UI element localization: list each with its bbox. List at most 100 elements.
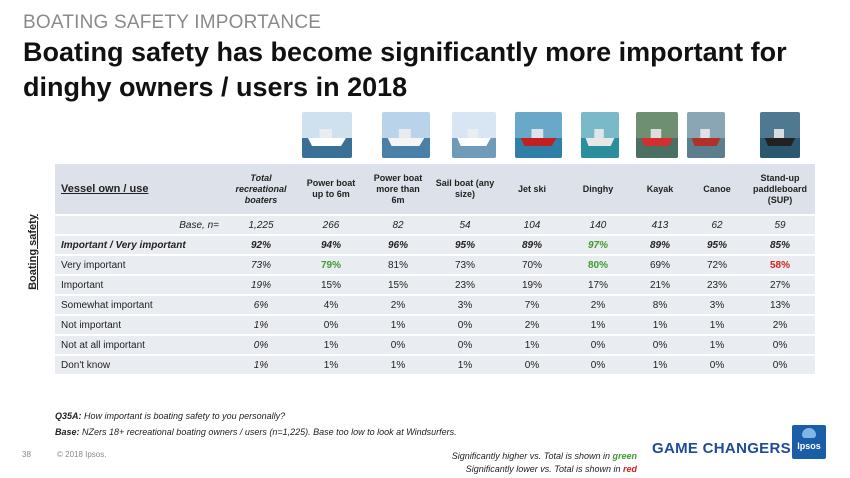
game-changers-tagline: GAME CHANGERS — [652, 440, 791, 457]
table-cell: 81% — [387, 259, 408, 271]
table-cell: 140 — [589, 219, 607, 231]
column-header: Power boat more than 6m — [365, 164, 431, 214]
table-cell: 0% — [390, 339, 406, 351]
column-header: Sail boat (any size) — [431, 164, 499, 214]
table-cell: 0% — [652, 339, 668, 351]
table-cell: 0% — [457, 319, 473, 331]
row-label: Base, n= — [179, 219, 219, 231]
column-header: Stand-up paddleboard (SUP) — [745, 164, 815, 214]
row-label: Don't know — [61, 359, 111, 371]
table-cell: 69% — [649, 259, 670, 271]
results-table: Vessel own / use Total recreational boate… — [55, 162, 815, 376]
table-cell: 85% — [769, 239, 790, 251]
table-cell: 0% — [772, 359, 788, 371]
table-cell: 21% — [649, 279, 670, 291]
table-cell: 79% — [320, 259, 341, 271]
table-cell: 0% — [323, 319, 339, 331]
table-row: Important / Very important 92% 94% 96% 95% 89… — [55, 236, 815, 254]
table-row: Base, n= 1,225 266 82 54 104 140 413 62 59 — [55, 216, 815, 234]
table-cell: 95% — [706, 239, 727, 251]
table-cell: 266 — [322, 219, 340, 231]
table-cell: 0% — [709, 359, 725, 371]
table-cell: 89% — [649, 239, 670, 251]
table-cell: 0% — [457, 339, 473, 351]
sup-photo — [760, 112, 800, 158]
kayak-photo — [636, 112, 678, 158]
table-cell: 0% — [772, 339, 788, 351]
table-cell: 4% — [323, 299, 339, 311]
table-cell: 1% — [590, 319, 606, 331]
vessel-photos — [302, 112, 807, 160]
total-cell: 92% — [250, 239, 271, 251]
column-header: Kayak — [631, 164, 689, 214]
table-cell: 3% — [709, 299, 725, 311]
total-cell: 6% — [253, 299, 269, 311]
table-cell: 0% — [590, 339, 606, 351]
column-header: Total recreational boaters — [225, 164, 297, 214]
total-cell: 73% — [250, 259, 271, 271]
base-note: Base: NZers 18+ recreational boating own… — [55, 427, 457, 437]
table-cell: 0% — [590, 359, 606, 371]
row-label: Important — [61, 279, 104, 291]
page-title: Boating safety has become significantly … — [23, 37, 787, 102]
table-cell: 1% — [457, 359, 473, 371]
table-cell: 95% — [454, 239, 475, 251]
table-cell: 1% — [390, 319, 406, 331]
table-cell: 54 — [459, 219, 471, 231]
table-cell: 8% — [652, 299, 668, 311]
table-row: Don't know 1% 1% 1% 1% 0% 0% 1% 0% 0% — [55, 356, 815, 374]
legend-lower-text: Significantly lower vs. Total is shown i… — [465, 464, 623, 474]
side-axis-label: Boating safety — [18, 210, 39, 300]
table-cell: 23% — [454, 279, 475, 291]
section-kicker: BOATING SAFETY IMPORTANCE — [23, 12, 322, 33]
table-cell: 2% — [524, 319, 540, 331]
table-cell: 1% — [709, 319, 725, 331]
row-label: Important / Very important — [61, 239, 186, 251]
table-cell: 72% — [706, 259, 727, 271]
table-cell: 15% — [387, 279, 408, 291]
table-cell: 89% — [521, 239, 542, 251]
page-number: 38 — [22, 450, 31, 459]
sail-boat-photo — [452, 112, 496, 158]
table-cell: 1% — [652, 359, 668, 371]
dinghy-photo — [581, 112, 619, 158]
column-header: Power boat up to 6m — [297, 164, 365, 214]
base-note-text: NZers 18+ recreational boating owners / … — [79, 427, 457, 437]
table-body: Base, n= 1,225 266 82 54 104 140 413 62 59 Importa… — [55, 216, 815, 374]
table-cell: 80% — [587, 259, 608, 271]
table-cell: 13% — [769, 299, 790, 311]
total-cell: 19% — [250, 279, 271, 291]
ipsos-logo: Ipsos — [792, 425, 826, 459]
column-header: Jet ski — [499, 164, 565, 214]
table-cell: 2% — [772, 319, 788, 331]
table-cell: 27% — [769, 279, 790, 291]
table-cell: 0% — [524, 359, 540, 371]
table-cell: 1% — [323, 359, 339, 371]
table-cell: 413 — [651, 219, 669, 231]
table-cell: 94% — [320, 239, 341, 251]
table-row: Very important 73% 79% 81% 73% 70% 80% 69% 72% 58… — [55, 256, 815, 274]
legend-red-word: red — [622, 464, 637, 474]
table-cell: 1% — [524, 339, 540, 351]
table-row: Important 19% 15% 15% 23% 19% 17% 21% 23% 27% — [55, 276, 815, 294]
table-cell: 62 — [711, 219, 723, 231]
legend-green-word: green — [612, 451, 637, 461]
table-cell: 2% — [390, 299, 406, 311]
table-row: Not important 1% 0% 1% 0% 2% 1% 1% 1% 2% — [55, 316, 815, 334]
table-cell: 23% — [706, 279, 727, 291]
column-header: Canoe — [689, 164, 745, 214]
table-cell: 104 — [523, 219, 541, 231]
table-cell: 97% — [587, 239, 608, 251]
table-cell: 59 — [774, 219, 786, 231]
table-cell: 58% — [769, 259, 790, 271]
legend-higher-text: Significantly higher vs. Total is shown … — [451, 451, 613, 461]
table-cell: 73% — [454, 259, 475, 271]
header-vessel-label: Vessel own / use — [55, 164, 225, 214]
power-boat-large-photo — [382, 112, 430, 158]
total-cell: 1% — [253, 319, 269, 331]
total-cell: 0% — [253, 339, 269, 351]
base-note-label: Base: — [55, 427, 80, 437]
significance-legend: Significantly higher vs. Total is shown … — [412, 450, 637, 476]
logo-text: Ipsos — [797, 441, 821, 451]
question-text: How important is boating safety to you p… — [81, 411, 286, 421]
